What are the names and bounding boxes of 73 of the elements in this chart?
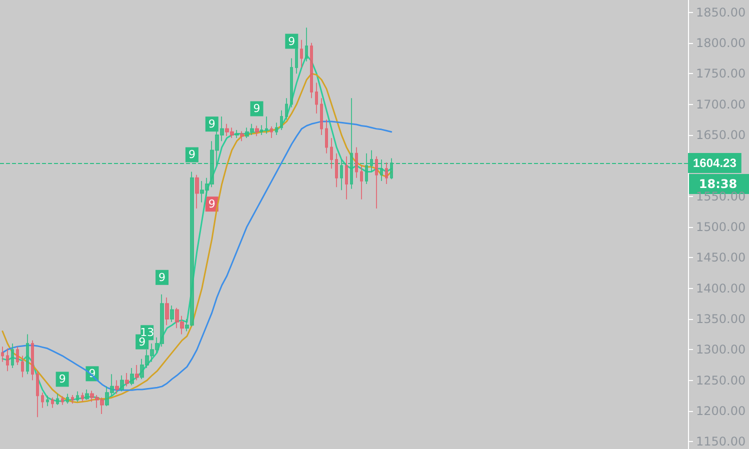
candlestick [305, 27, 308, 62]
candlestick [310, 42, 313, 99]
candlestick [270, 126, 273, 139]
ref-line-label: 1604.23 [693, 156, 737, 170]
candlestick [1, 346, 4, 362]
candlestick [285, 98, 288, 120]
candlestick [275, 122, 278, 136]
candlestick [76, 390, 79, 402]
candlestick [330, 138, 333, 170]
candlestick [120, 374, 124, 392]
candlestick [240, 130, 244, 142]
candlestick [385, 162, 388, 185]
candlestick [290, 58, 293, 108]
candlestick [335, 152, 338, 188]
y-tick-label: 1700.00 [696, 97, 746, 112]
y-tick-label: 1450.00 [696, 250, 746, 265]
candlestick [355, 146, 358, 178]
candlestick [6, 348, 9, 372]
candlestick [320, 98, 323, 136]
y-tick-label: 1750.00 [696, 66, 746, 81]
candlestick [115, 380, 119, 394]
y-tick-label: 1500.00 [696, 220, 746, 234]
candlestick [325, 119, 328, 154]
y-tick-label: 1850.00 [696, 5, 746, 20]
candlestick [280, 110, 283, 131]
candlestick [125, 372, 129, 387]
y-tick-label: 1250.00 [696, 373, 746, 388]
candlestick [165, 296, 169, 326]
annotation: 9 [188, 148, 196, 162]
candlestick [66, 393, 69, 404]
candlestick [16, 346, 19, 366]
candlestick [235, 130, 239, 139]
candlestick [260, 124, 263, 136]
candlestick [51, 396, 54, 408]
y-tick-label: 1400.00 [696, 281, 746, 296]
candlestick [255, 125, 259, 137]
y-tick-label: 1350.00 [696, 312, 746, 326]
candlestick [31, 340, 34, 381]
candlestick [56, 393, 59, 406]
candlestick [46, 395, 49, 407]
candlestick [135, 364, 139, 381]
candlestick [130, 368, 134, 386]
candlestick [170, 304, 174, 323]
candlestick [11, 342, 14, 369]
y-tick-label: 1150.00 [696, 434, 746, 449]
y-tick-label: 1200.00 [696, 404, 746, 418]
candlestick [41, 392, 44, 408]
candlestick [26, 334, 29, 375]
candlestick [360, 165, 363, 200]
y-tick-label: 1300.00 [696, 342, 746, 357]
line-series [2, 120, 392, 391]
candlestick [300, 39, 303, 68]
annotation: 9 [208, 118, 216, 131]
candlestick [265, 116, 268, 134]
annotation: 9 [208, 198, 216, 211]
annotation: 9 [253, 102, 260, 116]
candlestick [36, 370, 39, 418]
candlestick [375, 156, 378, 210]
candlestick [81, 392, 84, 402]
candlestick [345, 156, 348, 200]
annotation: 9 [138, 335, 146, 348]
candlestick [71, 394, 74, 404]
annotation: 9 [158, 270, 166, 284]
candlestick [61, 396, 64, 406]
candlestick [21, 355, 24, 378]
y-tick-label: 1650.00 [696, 128, 746, 142]
annotation: 9 [58, 372, 66, 386]
candlestick [315, 82, 318, 114]
candlestick [195, 174, 199, 210]
annotation: 9 [288, 34, 296, 48]
y-tick-label: 1800.00 [696, 36, 746, 50]
text: 18:38 [698, 177, 738, 192]
candlestick [85, 389, 89, 400]
